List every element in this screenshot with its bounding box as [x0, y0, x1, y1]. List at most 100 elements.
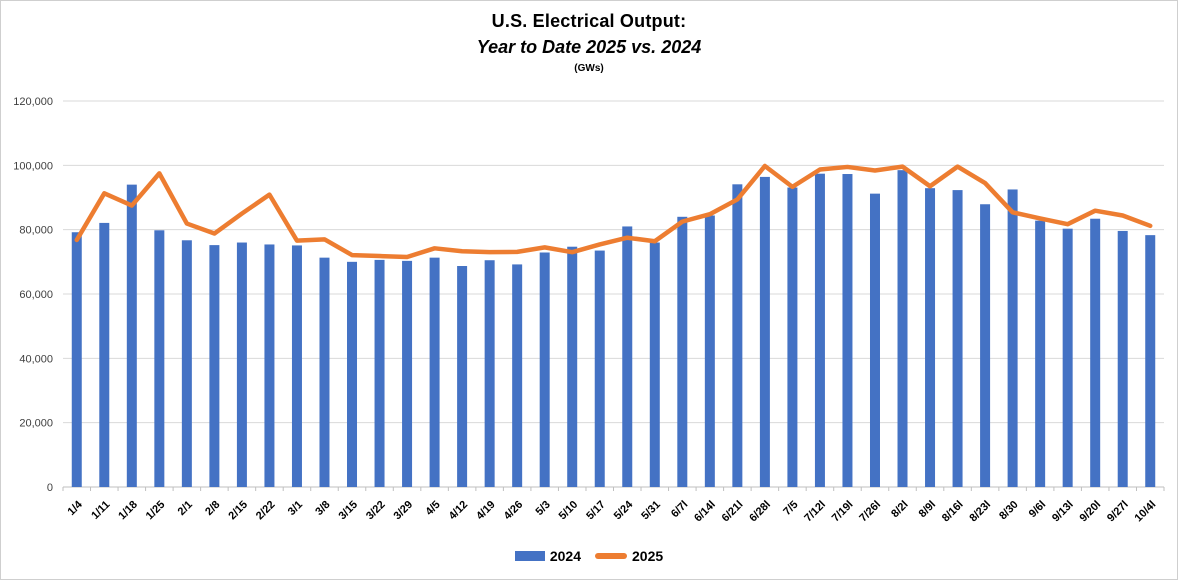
bar-2024-7/26l	[869, 193, 880, 487]
bar-2024-4/19	[484, 260, 495, 487]
x-axis-tick-label: 1/18	[116, 499, 140, 523]
x-axis-tick-label: 2/22	[254, 499, 278, 523]
chart-legend: 2024 2025	[1, 548, 1177, 564]
x-axis-tick-label: 8/2l	[889, 499, 910, 520]
x-axis-tick-label: 3/29	[392, 499, 416, 523]
x-axis-tick-label: 4/12	[447, 499, 471, 523]
x-axis-tick-label: 2/15	[226, 499, 250, 523]
x-axis-tick-label: 9/20l	[1078, 499, 1104, 525]
x-axis-tick-label: 9/27l	[1105, 499, 1131, 525]
line-2025	[74, 163, 1153, 260]
x-axis-tick-label: 6/7l	[669, 499, 690, 520]
bar-2024-10/4l	[1145, 235, 1156, 487]
y-axis-tick-label: 40,000	[19, 353, 53, 365]
legend-item-2024: 2024	[514, 548, 581, 564]
x-axis-tick-label: 3/8	[313, 499, 332, 518]
x-axis-tick-label: 6/21l	[720, 499, 746, 525]
bar-2024-8/2l	[897, 170, 908, 487]
bar-2024-1/18	[126, 184, 137, 487]
bar-2024-5/10	[567, 246, 578, 487]
bar-2024-4/26	[512, 264, 523, 487]
bar-2024-3/1	[291, 245, 302, 487]
bar-2024-8/30	[1007, 189, 1018, 487]
x-axis-tick-label: 5/10	[557, 499, 581, 523]
bar-2024-6/7l	[677, 216, 688, 488]
legend-label-2025: 2025	[632, 548, 664, 564]
legend-label-2024: 2024	[549, 548, 581, 564]
bar-2024-2/22	[264, 244, 275, 487]
bar-2024-9/6l	[1035, 220, 1046, 487]
y-axis-tick-label: 0	[47, 482, 53, 494]
x-axis-tick-label: 9/13l	[1050, 499, 1076, 525]
bar-2024-5/17	[594, 250, 605, 487]
chart-subtitle: Year to Date 2025 vs. 2024	[476, 37, 702, 57]
bar-2024-9/27l	[1117, 230, 1128, 487]
y-axis-tick-label: 120,000	[13, 96, 53, 108]
bar-2024-3/15	[347, 261, 358, 487]
x-axis-tick-label: 3/15	[337, 499, 361, 523]
bar-2024-1/25	[154, 230, 165, 487]
x-axis-tick-label: 8/30	[997, 499, 1021, 523]
x-axis-tick-label: 7/26l	[857, 499, 883, 525]
x-axis-tick-label: 5/31	[639, 499, 663, 523]
x-axis-tick-label: 5/3	[534, 499, 553, 518]
x-axis-tick-label: 2/1	[176, 499, 195, 518]
bar-2024-6/21l	[732, 184, 743, 487]
x-axis-tick-label: 4/5	[423, 499, 442, 518]
bar-2024-2/8	[209, 245, 220, 487]
x-axis-tick-label: 1/25	[144, 499, 168, 523]
x-axis-tick-label: 1/4	[66, 498, 86, 518]
bar-2024-8/23l	[980, 204, 991, 487]
bar-2024-3/22	[374, 259, 385, 487]
y-axis-tick-label: 80,000	[19, 225, 53, 237]
bar-2024-9/20l	[1090, 218, 1101, 488]
x-axis-tick-label: 3/22	[364, 499, 388, 523]
legend-item-2025: 2025	[595, 548, 663, 564]
x-axis-tick-label: 8/23l	[967, 499, 993, 525]
x-axis-tick-label: 4/19	[474, 499, 498, 523]
legend-line-swatch-icon	[595, 553, 627, 559]
bar-2024-1/4	[71, 232, 82, 487]
bar-2024-3/29	[402, 260, 413, 487]
bar-2024-2/1	[181, 240, 192, 487]
bar-2024-8/16l	[952, 190, 963, 487]
x-axis-tick-label: 8/9l	[917, 499, 938, 520]
y-axis-tick-label: 60,000	[19, 289, 53, 301]
x-axis-tick-label: 10/4l	[1133, 499, 1159, 525]
bar-2024-6/14l	[704, 215, 715, 487]
bar-2024-6/28l	[759, 176, 770, 487]
x-axis-tick-label: 5/17	[584, 499, 608, 523]
x-axis-tick-label: 1/11	[89, 499, 112, 522]
bar-2024-7/12l	[814, 173, 825, 487]
x-axis-tick-label: 3/1	[286, 499, 305, 518]
x-axis-tick-label: 5/24	[612, 498, 636, 522]
bar-2024-8/9l	[925, 188, 936, 488]
bar-2024-1/11	[99, 222, 110, 487]
bar-2024-5/31	[649, 242, 660, 487]
bar-2024-2/15	[236, 242, 247, 487]
bar-2024-4/12	[457, 266, 468, 487]
y-axis-tick-label: 100,000	[13, 160, 53, 172]
bar-2024-9/13l	[1062, 228, 1073, 487]
legend-bar-swatch-icon	[514, 551, 545, 561]
x-axis-tick-label: 7/12l	[802, 499, 828, 525]
bar-2024-4/5	[429, 257, 440, 487]
bar-2024-3/8	[319, 257, 330, 487]
bar-2024-7/5	[787, 187, 798, 487]
x-axis-tick-label: 2/8	[203, 499, 222, 518]
x-axis-tick-label: 7/5	[781, 499, 800, 518]
x-axis-tick-label: 9/6l	[1027, 499, 1048, 520]
chart-title: U.S. Electrical Output:	[491, 11, 687, 31]
bar-2024-7/19l	[842, 174, 853, 487]
chart-title-block: U.S. Electrical Output: Year to Date 202…	[1, 11, 1177, 74]
x-axis-tick-label: 8/16l	[940, 499, 966, 525]
chart-units-label: (GWs)	[574, 63, 604, 74]
x-axis-tick-label: 7/19l	[830, 499, 856, 525]
bar-2024-5/24	[622, 226, 633, 487]
x-axis-tick-label: 6/14l	[692, 499, 718, 525]
x-axis-tick-label: 4/26	[502, 499, 526, 523]
y-axis-tick-label: 20,000	[19, 418, 53, 430]
bar-2024-5/3	[539, 252, 550, 487]
